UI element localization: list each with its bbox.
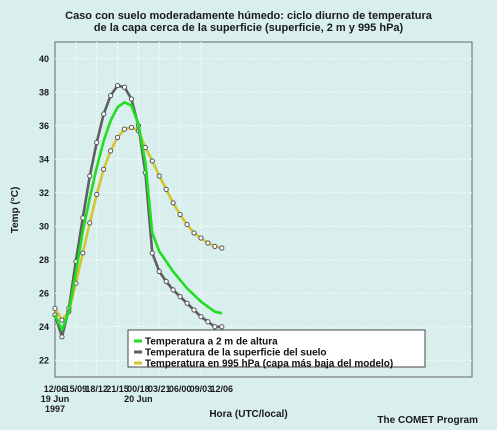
series-2-point [94, 191, 100, 198]
series-2-point [52, 305, 58, 311]
x-tick-label: 21/15 [106, 384, 129, 394]
x-tick-label: 12/06 [44, 384, 67, 394]
series-2-point [87, 220, 93, 226]
series-2-point [191, 230, 197, 236]
series-2-point [121, 126, 128, 132]
series-1-point [149, 250, 155, 256]
series-2-point [177, 211, 183, 218]
series-1-point [156, 268, 162, 275]
series-2-point [149, 158, 155, 164]
series-1-point [108, 93, 114, 99]
legend-label: Temperatura a 2 m de altura [145, 337, 278, 348]
legend-label: Temperatura de la superficie del suelo [145, 348, 327, 359]
series-1-point [94, 139, 100, 146]
series-1-point [101, 111, 107, 117]
series-2-point [212, 243, 218, 249]
series-2-point [205, 240, 211, 246]
legend-label: Temperatura en 995 hPa (capa más baja de… [145, 359, 393, 370]
x-tick-label: 06/00 [169, 384, 192, 394]
series-1-point [205, 319, 211, 325]
x-tick-sublabel: 20 Jun [124, 394, 153, 404]
series-1-point [198, 314, 204, 320]
series-2-point [184, 221, 190, 228]
x-tick-label: 18/12 [85, 384, 108, 394]
x-tick-label: 00/18 [127, 384, 150, 394]
series-layer [52, 82, 225, 340]
y-tick-label: 36 [39, 121, 49, 131]
series-1-point [128, 96, 135, 102]
y-tick-label: 22 [39, 355, 49, 365]
series-2-point [198, 235, 204, 241]
series-1-point [59, 334, 65, 340]
grid-lines [55, 42, 472, 377]
x-axis-label: Hora (UTC/local) [209, 409, 287, 420]
series-1-point [114, 82, 121, 89]
series-2-point [80, 250, 86, 256]
series-2-point [219, 245, 225, 251]
series-1-point [177, 294, 183, 300]
y-tick-label: 40 [39, 54, 49, 64]
legend-box [127, 329, 426, 368]
series-2-point [108, 148, 114, 154]
x-tick-label: 15/09 [65, 384, 88, 394]
x-tick-label: 12/06 [211, 384, 234, 394]
series-1-point [219, 324, 225, 330]
x-tick-label: 09/03 [190, 384, 213, 394]
y-tick-label: 26 [39, 288, 49, 298]
series-2-point [114, 134, 121, 141]
series-2-point [163, 186, 169, 192]
x-tick-label: 03/21 [148, 384, 171, 394]
series-2-point [128, 124, 135, 131]
series-0 [53, 101, 223, 332]
series-1-point [184, 300, 190, 306]
y-tick-label: 38 [39, 87, 49, 97]
series-0-line [53, 101, 223, 332]
plot-frame [54, 41, 473, 378]
x-tick-sublabel: 19 Jun [41, 394, 70, 404]
y-tick-label: 30 [39, 221, 49, 231]
y-tick-label: 28 [39, 255, 49, 265]
series-1-point [163, 278, 169, 285]
series-2-point [170, 200, 176, 206]
y-axis-label: Temp (°C) [10, 187, 21, 234]
chart-title-line2: de la capa cerca de la superficie (super… [94, 22, 404, 34]
series-2-point [156, 173, 162, 179]
credit-text: The COMET Program [377, 415, 478, 426]
y-tick-label: 32 [39, 188, 49, 198]
y-axis-ticks: 22 24 26 28 30 32 34 36 38 40 [39, 54, 49, 366]
series-1-point [212, 324, 218, 330]
x-tick-sublabel: 1997 [45, 404, 65, 414]
y-tick-label: 34 [39, 154, 49, 164]
series-2-point [59, 317, 65, 323]
series-1-point [170, 287, 176, 293]
y-tick-label: 24 [39, 322, 49, 332]
chart-title-line1: Caso con suelo moderadamente húmedo: cic… [65, 10, 433, 22]
series-1-point [191, 307, 197, 313]
series-2-point [101, 166, 107, 172]
series-1-point [87, 173, 93, 179]
series-1-point [121, 84, 128, 90]
